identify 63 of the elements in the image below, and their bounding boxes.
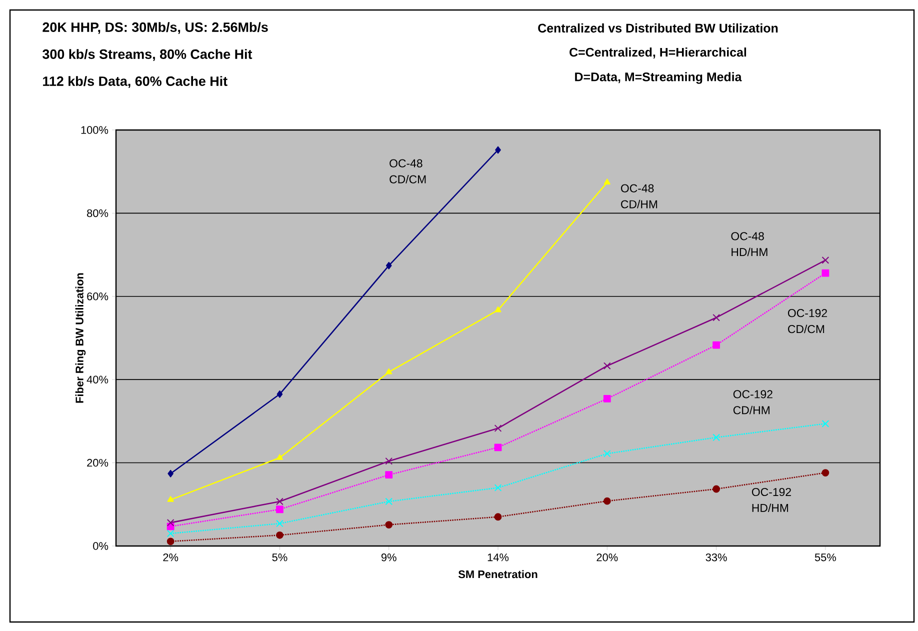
point <box>603 450 611 458</box>
point <box>494 424 502 432</box>
x-tick-label: 33% <box>706 554 727 562</box>
point <box>712 434 720 442</box>
point <box>712 485 720 493</box>
point <box>494 306 502 312</box>
y-tick-label: 80% <box>87 209 108 218</box>
point <box>385 457 393 465</box>
series-label: OC-192 HD/HM <box>752 488 791 512</box>
point <box>386 368 392 374</box>
text: OC-48 HD/HM <box>731 232 768 256</box>
point <box>276 520 284 528</box>
point <box>386 262 392 270</box>
point <box>276 454 283 460</box>
point <box>276 506 284 514</box>
point <box>822 469 830 476</box>
y-tick-label: 100% <box>81 126 108 134</box>
point <box>385 471 393 479</box>
point <box>276 531 284 539</box>
chart-subtitle: C=Centralized, H=Hierarchical <box>570 48 746 58</box>
point <box>166 519 174 526</box>
y-axis-title: Fiber Ring BW Utilization <box>75 273 86 403</box>
text: 300 kb/s Streams, 80% Cache Hit <box>42 49 252 61</box>
point <box>494 513 502 521</box>
x-tick-label: 55% <box>814 554 836 562</box>
point <box>604 178 610 184</box>
y-tick-label: 60% <box>87 292 108 300</box>
x-axis-title: SM Penetration <box>458 570 538 578</box>
x-tick-label: 14% <box>488 554 509 562</box>
text: 112 kb/s Data, 60% Cache Hit <box>43 76 228 88</box>
point <box>822 269 830 277</box>
point <box>167 496 174 502</box>
y-tick-label: 40% <box>86 376 108 384</box>
point <box>603 362 611 370</box>
x-tick-label: 20% <box>596 554 618 562</box>
point <box>712 341 720 349</box>
text: OC-48 CD/CM <box>390 159 426 184</box>
series-label: OC-192 CD/CM <box>788 309 827 334</box>
text: D=Data, M=Streaming Media <box>575 72 742 84</box>
x-tick-label: 2% <box>163 554 178 562</box>
point <box>822 420 830 428</box>
point <box>276 390 283 398</box>
point <box>385 498 393 506</box>
point <box>603 497 611 505</box>
series-label: OC-192 CD/HM <box>733 390 772 414</box>
point <box>495 146 501 154</box>
series-label: OC-48 CD/HM <box>620 184 658 208</box>
point <box>822 256 830 264</box>
y-tick-label: 20% <box>87 458 108 467</box>
point <box>168 470 174 478</box>
point <box>603 395 611 402</box>
point <box>494 484 502 492</box>
point <box>385 521 393 528</box>
x-tick-label: 5% <box>272 554 288 562</box>
x-tick-label: 9% <box>381 554 396 562</box>
point <box>276 498 284 506</box>
y-tick-label: 0% <box>93 542 108 550</box>
point <box>494 444 502 452</box>
point <box>712 314 720 322</box>
point <box>166 530 174 538</box>
chart-title: Centralized vs Distributed BW Utilization <box>538 23 778 33</box>
text: 20K HHP, DS: 30Mb/s, US: 2.56Mb/s <box>42 22 268 34</box>
point <box>166 538 174 546</box>
